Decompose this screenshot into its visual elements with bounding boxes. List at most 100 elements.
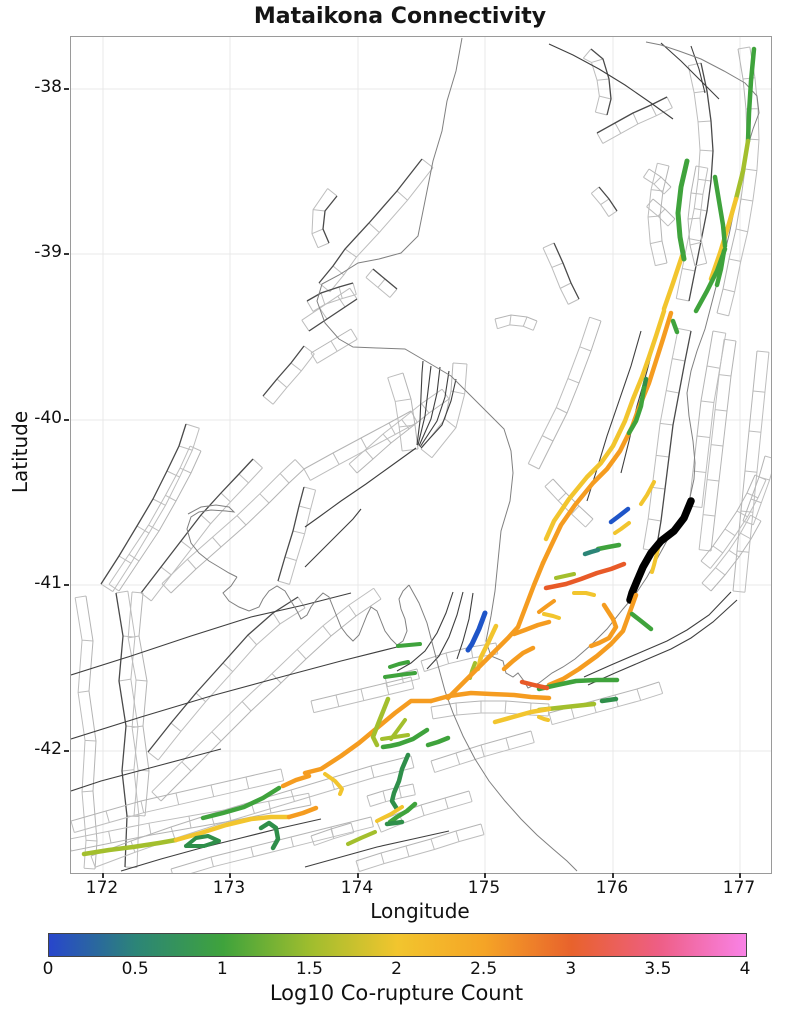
x-tick-mark bbox=[484, 873, 486, 878]
corupture-trace bbox=[375, 805, 404, 823]
corupture-trace bbox=[475, 623, 499, 672]
colorbar-tick-label: 2.5 bbox=[470, 959, 498, 979]
colorbar-tick-label: 3 bbox=[565, 959, 577, 979]
x-tick-label: 174 bbox=[340, 878, 374, 898]
corupture-trace bbox=[323, 772, 344, 796]
corupture-trace bbox=[81, 837, 179, 857]
corupture-trace bbox=[588, 602, 619, 649]
corupture-trace bbox=[445, 624, 521, 701]
corupture-trace bbox=[370, 696, 391, 748]
corupture-trace bbox=[387, 801, 418, 825]
corupture-trace bbox=[733, 138, 751, 202]
colorbar-tick-label: 3.5 bbox=[644, 959, 672, 979]
corupture-trace bbox=[286, 805, 319, 820]
corupture-trace bbox=[302, 698, 434, 776]
corupture-trace bbox=[280, 773, 312, 789]
y-tick-mark bbox=[64, 88, 69, 90]
x-tick-label: 177 bbox=[722, 878, 756, 898]
corupture-trace bbox=[613, 521, 631, 535]
corupture-trace bbox=[425, 735, 451, 748]
corupture-trace bbox=[540, 310, 674, 566]
y-tick-label: -39 bbox=[34, 242, 62, 262]
x-tick-mark bbox=[612, 873, 614, 878]
corupture-trace bbox=[389, 752, 411, 812]
corupture-trace bbox=[537, 715, 550, 722]
map-svg bbox=[71, 37, 771, 873]
x-axis-label: Longitude bbox=[370, 899, 470, 923]
y-tick-mark bbox=[64, 253, 69, 255]
corupture-trace bbox=[519, 679, 550, 691]
corupture-trace bbox=[492, 706, 552, 725]
corupture-trace bbox=[712, 174, 728, 249]
x-tick-mark bbox=[102, 873, 104, 878]
y-tick-mark bbox=[64, 419, 69, 421]
x-tick-label: 176 bbox=[595, 878, 629, 898]
colorbar-tick-label: 1.5 bbox=[295, 959, 323, 979]
x-tick-mark bbox=[357, 873, 359, 878]
figure-title: Mataikona Connectivity bbox=[253, 4, 547, 29]
x-tick-mark bbox=[739, 873, 741, 878]
corupture-trace bbox=[554, 572, 576, 580]
corupture-trace bbox=[537, 599, 556, 614]
corupture-trace bbox=[184, 834, 221, 848]
y-tick-label: -42 bbox=[34, 739, 62, 759]
corupture-trace bbox=[639, 480, 656, 506]
corupture-trace bbox=[515, 560, 546, 630]
corupture-trace bbox=[258, 820, 281, 851]
corupture-trace bbox=[465, 610, 488, 653]
y-tick-label: -41 bbox=[34, 573, 62, 593]
fault-lines bbox=[71, 42, 738, 872]
corupture-trace bbox=[380, 733, 410, 741]
corupture-trace bbox=[383, 671, 417, 679]
corupture-trace bbox=[599, 696, 619, 704]
corupture-trace bbox=[543, 561, 627, 591]
x-tick-label: 172 bbox=[85, 878, 119, 898]
y-tick-label: -38 bbox=[34, 77, 62, 97]
corupture-trace bbox=[546, 592, 639, 688]
corupture-trace bbox=[501, 645, 536, 672]
corupture-trace bbox=[629, 611, 654, 632]
corupture-trace bbox=[384, 819, 405, 827]
colorbar-tick-label: 2 bbox=[391, 959, 402, 979]
corupture-trace bbox=[173, 814, 292, 843]
corupture-traces bbox=[81, 46, 757, 857]
fault-section-chains bbox=[71, 46, 771, 873]
corupture-trace bbox=[346, 830, 377, 846]
y-axis-label: Latitude bbox=[8, 410, 32, 494]
corupture-trace bbox=[388, 660, 410, 669]
coastline bbox=[186, 37, 760, 872]
y-tick-label: -40 bbox=[34, 408, 62, 428]
corupture-trace bbox=[200, 785, 282, 821]
corupture-trace bbox=[396, 642, 422, 648]
corupture-trace bbox=[608, 506, 631, 525]
x-tick-label: 173 bbox=[212, 878, 246, 898]
corupture-trace bbox=[675, 158, 690, 262]
corupture-trace bbox=[542, 612, 561, 620]
corupture-trace bbox=[626, 385, 647, 436]
corupture-trace bbox=[670, 318, 680, 335]
highlighted-mataikona-trace bbox=[626, 497, 695, 604]
colorbar-gradient bbox=[48, 933, 747, 957]
y-tick-mark bbox=[64, 584, 69, 586]
x-tick-mark bbox=[229, 873, 231, 878]
y-tick-mark bbox=[64, 750, 69, 752]
corupture-trace bbox=[543, 308, 667, 542]
corupture-trace bbox=[661, 253, 685, 312]
corupture-trace bbox=[380, 727, 430, 750]
colorbar-tick-label: 4 bbox=[739, 959, 751, 979]
plot-area bbox=[70, 36, 772, 874]
corupture-trace bbox=[511, 619, 552, 637]
corupture-trace bbox=[572, 591, 596, 597]
colorbar-label: Log10 Co-rupture Count bbox=[269, 981, 524, 1005]
colorbar-tick-label: 1 bbox=[216, 959, 228, 979]
colorbar-tick-label: 0.5 bbox=[121, 959, 149, 979]
colorbar-tick-label: 0 bbox=[42, 959, 54, 979]
gridlines bbox=[71, 37, 771, 873]
corupture-trace bbox=[745, 46, 757, 144]
corupture-trace bbox=[582, 547, 601, 557]
corupture-trace bbox=[714, 248, 727, 288]
corupture-trace bbox=[536, 677, 620, 692]
corupture-trace bbox=[595, 542, 622, 552]
x-tick-label: 175 bbox=[467, 878, 501, 898]
